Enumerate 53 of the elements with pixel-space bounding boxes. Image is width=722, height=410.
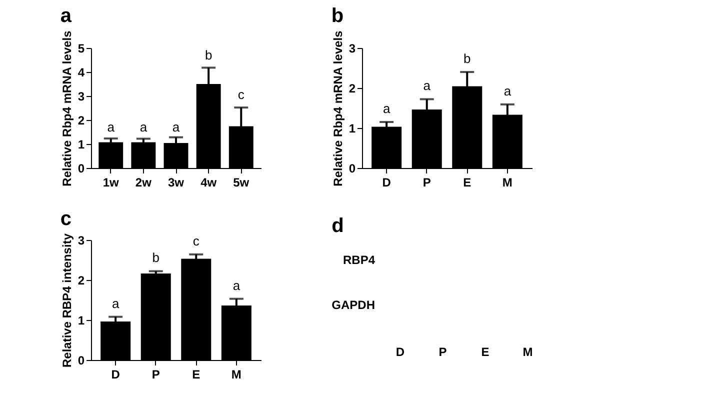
y-axis-title: Relative RBP4 intensity xyxy=(60,233,74,368)
annotation: c xyxy=(192,233,200,248)
y-tick-label: 3 xyxy=(78,234,85,248)
annotation: c xyxy=(238,87,245,102)
annotation: a xyxy=(112,296,120,312)
y-tick-label: 1 xyxy=(78,314,85,328)
x-tick-label: P xyxy=(422,176,431,190)
x-tick-label: E xyxy=(192,368,200,382)
x-tick-label: P xyxy=(152,368,160,382)
category-label: D xyxy=(396,345,405,359)
x-tick-label: 4w xyxy=(200,176,218,190)
category-label: P xyxy=(438,345,447,359)
x-tick-label: M xyxy=(231,368,242,382)
annotation: a xyxy=(232,278,241,293)
text: d xyxy=(332,215,344,237)
category-label: E xyxy=(481,345,490,359)
text: GAPDH xyxy=(332,298,375,312)
chart-title: c xyxy=(60,208,72,230)
y-tick-label: 4 xyxy=(78,66,85,80)
annotation: a xyxy=(140,119,148,134)
category-label: M xyxy=(522,345,533,359)
y-tick-label: 2 xyxy=(348,82,356,96)
y-tick-label: 0 xyxy=(348,162,356,176)
annotation: a xyxy=(423,78,432,94)
x-tick-label: 3w xyxy=(168,176,185,190)
y-tick-label: 0 xyxy=(78,354,85,368)
y-tick-label: 3 xyxy=(348,42,356,56)
y-tick-label: 2 xyxy=(78,274,85,288)
annotation: a xyxy=(172,119,180,134)
y-tick-label: 1 xyxy=(348,122,356,136)
x-tick-label: 5w xyxy=(233,176,250,190)
annotation: a xyxy=(107,119,116,134)
annotation: a xyxy=(382,101,391,116)
x-tick-label: 1w xyxy=(102,176,120,190)
y-tick-label: 5 xyxy=(78,42,85,56)
annotation: a xyxy=(504,83,512,98)
annotation: b xyxy=(152,250,160,266)
y-tick-label: 2 xyxy=(78,114,85,128)
x-tick-label: E xyxy=(463,176,472,190)
y-tick-label: 3 xyxy=(78,90,85,104)
x-tick-label: D xyxy=(382,176,392,190)
y-axis-title: Relative Rbp4 mRNA levels xyxy=(60,30,74,186)
chart-title: b xyxy=(331,4,344,27)
y-tick-label: 0 xyxy=(78,162,85,176)
x-tick-label: M xyxy=(502,176,512,190)
annotation: b xyxy=(464,51,471,66)
y-tick-label: 1 xyxy=(78,138,85,152)
y-axis-title: Relative Rbp4 mRNA levels xyxy=(330,30,345,186)
x-tick-label: D xyxy=(111,368,120,382)
chart-title: a xyxy=(60,4,72,27)
text: RBP4 xyxy=(342,253,376,267)
x-tick-label: 2w xyxy=(135,176,152,190)
annotation: b xyxy=(204,47,212,62)
